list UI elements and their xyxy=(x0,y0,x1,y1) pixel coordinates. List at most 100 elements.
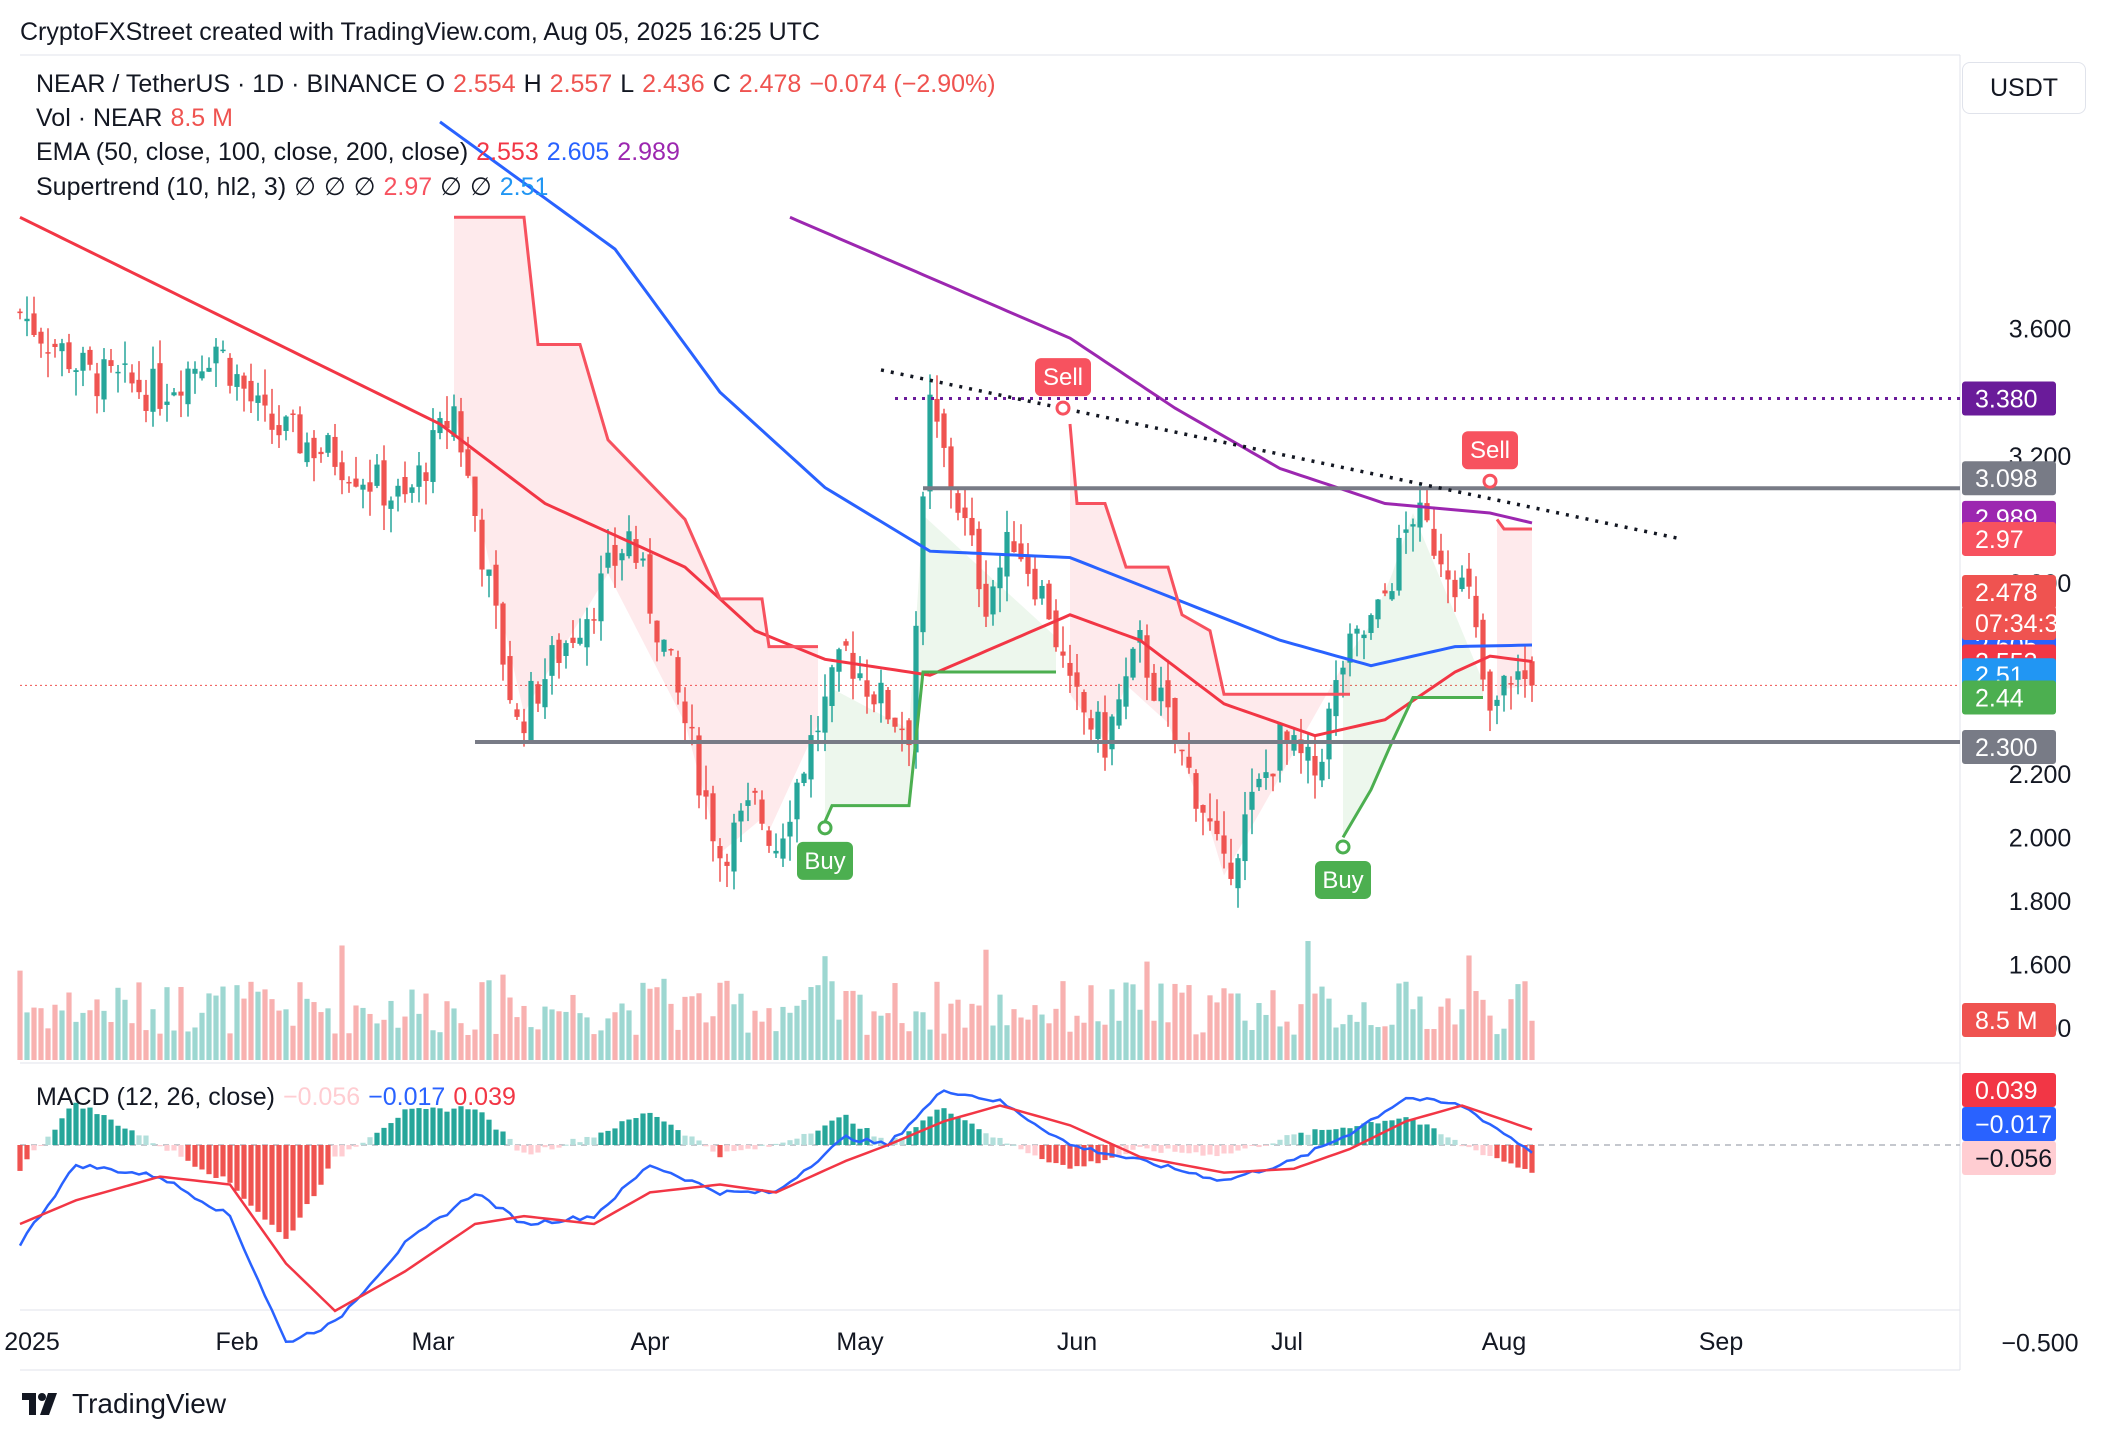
macd-histogram-bar xyxy=(94,1114,100,1145)
candle-up xyxy=(1389,591,1395,600)
volume-bar xyxy=(1284,1021,1290,1060)
volume-bar xyxy=(1109,989,1115,1060)
volume-bar xyxy=(1207,995,1213,1060)
macd-histogram-bar xyxy=(444,1111,450,1145)
candle-up xyxy=(1319,761,1325,781)
volume-bar xyxy=(1347,1014,1353,1060)
price-badge-3: 2.97 xyxy=(1975,526,2024,554)
macd-histogram-bar xyxy=(241,1145,247,1199)
volume-bar xyxy=(1438,1006,1444,1060)
price-tick-label: 2.000 xyxy=(2009,824,2072,852)
candle-up xyxy=(24,318,30,322)
volume-bar xyxy=(570,994,576,1060)
candle-down xyxy=(66,342,72,370)
candle-down xyxy=(1522,670,1528,680)
macd-histogram-bar xyxy=(1361,1123,1367,1145)
candle-up xyxy=(1263,772,1269,778)
candle-up xyxy=(409,487,415,493)
volume-bar xyxy=(640,982,646,1060)
candle-down xyxy=(1151,672,1157,701)
volume-bar xyxy=(486,980,492,1060)
candle-up xyxy=(255,395,261,403)
candle-down xyxy=(1312,756,1318,776)
candle-up xyxy=(360,484,366,490)
candle-up xyxy=(1235,858,1241,889)
macd-histogram-bar xyxy=(234,1145,240,1191)
volume-bar xyxy=(80,1012,86,1060)
macd-histogram-bar xyxy=(1249,1145,1255,1146)
macd-histogram-bar xyxy=(752,1145,758,1150)
symbol-label[interactable]: NEAR / TetherUS · 1D · BINANCE xyxy=(36,70,418,98)
macd-histogram-bar xyxy=(1417,1124,1423,1145)
change-value: −0.074 (−2.90%) xyxy=(809,70,996,98)
volume-bar xyxy=(115,987,121,1060)
price-tick-label: 1.600 xyxy=(2009,952,2072,980)
candle-down xyxy=(381,460,387,506)
time-tick-label: May xyxy=(836,1328,884,1356)
candle-down xyxy=(1067,662,1073,676)
candle-up xyxy=(1158,687,1164,702)
null-icon: ∅ xyxy=(440,173,462,201)
volume-bar xyxy=(1396,983,1402,1060)
volume-label[interactable]: Vol · NEAR xyxy=(36,104,163,132)
low-value: 2.436 xyxy=(642,70,705,98)
volume-bar xyxy=(318,1012,324,1060)
macd-histogram-bar xyxy=(1291,1134,1297,1145)
macd-histogram-bar xyxy=(1046,1145,1052,1163)
volume-bar xyxy=(500,974,506,1060)
tradingview-logo[interactable]: TradingView xyxy=(20,1388,226,1420)
volume-bar xyxy=(38,1008,44,1060)
macd-histogram-bar xyxy=(108,1119,114,1145)
candle-down xyxy=(269,413,275,430)
candle-down xyxy=(570,637,576,643)
macd-histogram-bar xyxy=(717,1145,723,1158)
supertrend-up-line-0 xyxy=(823,670,1056,823)
volume-bar xyxy=(1116,1020,1122,1060)
candle-down xyxy=(752,790,758,793)
price-badge-9-bg xyxy=(1962,680,2056,715)
macd-histogram-bar xyxy=(1158,1145,1164,1153)
candle-down xyxy=(1200,805,1206,813)
macd-histogram-bar xyxy=(899,1138,905,1145)
candle-down xyxy=(696,735,702,796)
ema-label[interactable]: EMA (50, close, 100, close, 200, close) xyxy=(36,138,469,166)
candle-down xyxy=(38,331,44,344)
candle-down xyxy=(1480,619,1486,680)
volume-bar xyxy=(1235,993,1241,1060)
macd-histogram-bar xyxy=(675,1130,681,1145)
volume-bar xyxy=(948,1003,954,1060)
sell-signal-badge xyxy=(1035,358,1091,397)
volume-bar xyxy=(1249,1029,1255,1060)
volume-bar xyxy=(787,1012,793,1060)
candle-up xyxy=(1459,577,1465,590)
candle-down xyxy=(1452,579,1458,598)
macd-label[interactable]: MACD (12, 26, close) xyxy=(36,1083,275,1111)
candle-up xyxy=(164,401,170,405)
macd-histogram-bar xyxy=(1501,1145,1507,1162)
candle-down xyxy=(647,554,653,614)
candle-up xyxy=(780,838,786,859)
volume-bar xyxy=(262,989,268,1060)
volume-bar xyxy=(248,981,254,1060)
candlesticks xyxy=(17,296,1535,908)
candle-down xyxy=(444,420,450,429)
volume-bar xyxy=(1501,1028,1507,1060)
volume-bar xyxy=(605,1018,611,1060)
ema50-line xyxy=(19,215,1533,738)
volume-bar xyxy=(185,1031,191,1060)
volume-bar xyxy=(752,1010,758,1060)
candle-up xyxy=(73,370,79,372)
candle-up xyxy=(1515,671,1521,680)
candle-down xyxy=(759,799,765,824)
volume-bar xyxy=(1172,983,1178,1060)
candle-down xyxy=(1466,568,1472,587)
candle-down xyxy=(1284,731,1290,744)
null-icon: ∅ xyxy=(323,173,346,201)
supertrend-label[interactable]: Supertrend (10, hl2, 3) xyxy=(36,173,287,201)
macd-histogram-bar xyxy=(1508,1145,1514,1164)
volume-bar xyxy=(395,1027,401,1060)
volume-bar xyxy=(759,1021,765,1060)
currency-unit-button[interactable]: USDT xyxy=(1962,62,2086,114)
candle-up xyxy=(1501,675,1507,696)
chart-frame xyxy=(20,54,1961,1371)
